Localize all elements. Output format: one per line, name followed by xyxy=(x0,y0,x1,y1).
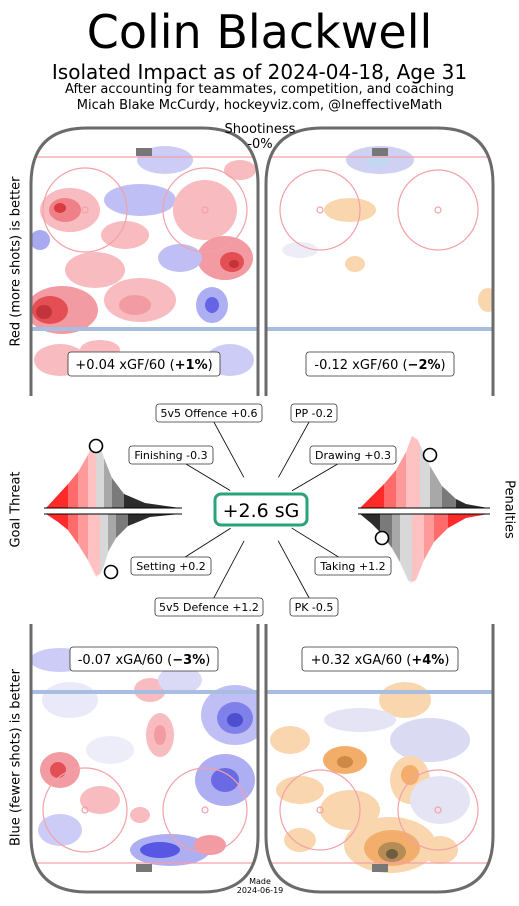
page-subtitle: Isolated Impact as of 2024-04-18, Age 31 xyxy=(51,60,468,84)
shootiness-label: Shootiness xyxy=(224,122,296,137)
spoke-label-taking: Taking +1.2 xyxy=(314,556,392,576)
penalties-distribution xyxy=(358,436,490,584)
byline-method: After accounting for teammates, competit… xyxy=(65,82,454,97)
spoke-label-5v5-defence: 5v5 Defence +1.2 xyxy=(154,597,264,617)
rink-pk xyxy=(264,624,495,894)
spoke-line-5v5-defence xyxy=(208,540,245,608)
rink-value-text: +0.04 xGF/60 (+1%) xyxy=(75,358,212,373)
rink-value-boxes: +0.04 xGF/60 (+1%) -0.12 xGF/60 (−2%) -0.0… xyxy=(67,351,459,672)
spoke-label-drawing: Drawing +0.3 xyxy=(309,445,397,465)
rink-value-5v5-defence: -0.07 xGA/60 (−3%) xyxy=(69,646,219,672)
rink-value-5v5-offence: +0.04 xGF/60 (+1%) xyxy=(67,351,221,377)
heatmap-pk xyxy=(270,682,470,873)
total-sg-box: +2.6 sG xyxy=(213,492,309,527)
rink-value-text: +0.32 xGA/60 (+4%) xyxy=(311,653,450,668)
spoke-line-pp xyxy=(278,412,315,478)
setting-marker xyxy=(103,564,119,580)
spoke-label-text: PK -0.5 xyxy=(295,601,334,614)
side-label-goal-threat: Goal Threat xyxy=(8,471,24,548)
side-label-bottom: Blue (fewer shots) is better xyxy=(8,669,24,846)
goal-threat-distribution xyxy=(44,438,182,580)
spoke-line-pk xyxy=(277,540,315,608)
made-date: 2024-06-19 xyxy=(236,886,284,895)
spoke-label-setting: Setting +0.2 xyxy=(130,556,212,576)
heatmap-pp xyxy=(282,146,493,312)
shootiness-value: -0% xyxy=(247,137,273,152)
spoke-label-finishing: Finishing -0.3 xyxy=(128,445,214,465)
side-label-penalties: Penalties xyxy=(501,480,517,539)
total-sg-value: +2.6 sG xyxy=(223,500,300,522)
rink-value-text: -0.12 xGF/60 (−2%) xyxy=(314,358,445,373)
finishing-marker xyxy=(88,438,104,454)
spoke-line-5v5-offence xyxy=(208,412,245,478)
rink-value-pp: -0.12 xGF/60 (−2%) xyxy=(305,351,455,377)
spoke-label-5v5-offence: 5v5 Offence +0.6 xyxy=(155,403,263,423)
spoke-label-pp: PP -0.2 xyxy=(290,403,338,423)
spoke-label-text: Taking +1.2 xyxy=(319,560,385,573)
heatmap-5v5-defence xyxy=(31,648,258,866)
spoke-labels: 5v5 Offence +0.6 PP -0.2 Finishing -0.3 Dra… xyxy=(128,403,397,617)
byline-credit: Micah Blake McCurdy, hockeyviz.com, @Ine… xyxy=(76,98,443,113)
side-label-top: Red (more shots) is better xyxy=(8,176,24,347)
rink-pp xyxy=(264,126,495,396)
spoke-label-text: 5v5 Defence +1.2 xyxy=(159,601,259,614)
rink-value-pk: +0.32 xGA/60 (+4%) xyxy=(301,646,459,672)
spoke-label-text: Drawing +0.3 xyxy=(315,449,391,462)
spoke-label-text: Setting +0.2 xyxy=(136,560,206,573)
page-title: Colin Blackwell xyxy=(86,5,433,59)
drawing-marker xyxy=(422,447,438,463)
spoke-label-text: 5v5 Offence +0.6 xyxy=(160,407,257,420)
spoke-label-text: Finishing -0.3 xyxy=(134,449,207,462)
taking-marker xyxy=(374,530,390,546)
made-label: Made xyxy=(249,877,271,886)
rink-value-text: -0.07 xGA/60 (−3%) xyxy=(78,653,211,668)
spoke-label-text: PP -0.2 xyxy=(295,407,333,420)
spoke-label-pk: PK -0.5 xyxy=(289,597,339,617)
